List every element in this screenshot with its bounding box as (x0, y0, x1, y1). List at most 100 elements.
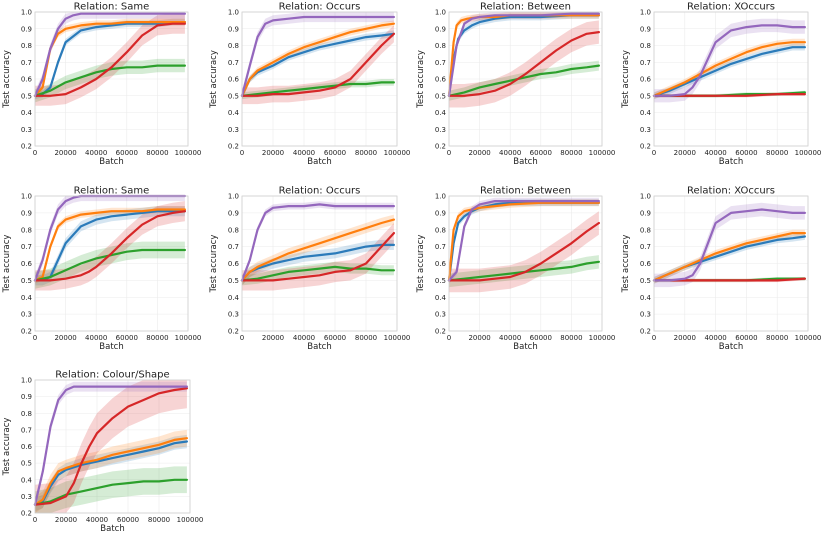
x-tick-label: 60000 (735, 149, 757, 157)
x-tick-label: 0 (652, 149, 656, 157)
y-tick-label: 0.5 (640, 277, 651, 285)
y-tick-label: 0.5 (228, 277, 239, 285)
x-axis-label: Batch (513, 157, 537, 167)
x-tick-label: 60000 (324, 334, 346, 342)
panel-title: Relation: Between (480, 186, 571, 197)
series-band-orange (654, 38, 805, 100)
series-line-orange (240, 22, 395, 97)
series-band-green (35, 466, 187, 513)
panel-2: 0.2 0.3 0.4 0.5 0.6 0.7 0.8 0.9 1.0 0 20000 40000 60… (209, 2, 410, 168)
plot-frame (448, 195, 603, 332)
series-line-red (33, 210, 186, 282)
y-tick-label: 1.0 (640, 193, 651, 201)
y-tick-label: 0.2 (21, 510, 32, 518)
y-tick-label: 0.8 (640, 42, 651, 50)
x-tick-label: 100000 (795, 149, 822, 157)
x-tick-label: 60000 (116, 149, 138, 157)
plot-frame (34, 195, 189, 332)
y-tick-label: 0.4 (228, 109, 240, 117)
series-line-red (652, 92, 807, 97)
y-tick-label: 0.3 (228, 311, 239, 319)
series-line-red (652, 277, 807, 282)
x-tick-label: 0 (240, 334, 244, 342)
x-tick-label: 80000 (766, 149, 788, 157)
x-tick-label: 80000 (560, 149, 582, 157)
y-tick-label: 0.9 (640, 209, 651, 217)
y-tick-label: 0.5 (21, 277, 32, 285)
y-tick-label: 0.6 (640, 76, 652, 84)
series-line-blue (240, 243, 395, 282)
series-line-green (33, 478, 188, 506)
x-tick-label: 100000 (177, 516, 204, 524)
y-tick-label: 0.5 (435, 277, 446, 285)
y-tick-label: 1.0 (228, 9, 239, 17)
series-line-red (240, 32, 395, 97)
y-tick-label: 0.3 (640, 311, 651, 319)
y-tick-label: 0.5 (228, 92, 239, 100)
y-tick-label: 0.3 (435, 126, 446, 134)
series-line-orange (240, 218, 395, 282)
y-tick-label: 0.7 (228, 59, 239, 67)
series-band-blue (654, 43, 805, 100)
series-line-orange (33, 437, 188, 506)
y-tick-label: 0.8 (21, 226, 32, 234)
plot-frame (653, 11, 809, 147)
x-tick-label: 40000 (85, 334, 107, 342)
y-tick-label: 1.0 (435, 193, 446, 201)
series-line-red (240, 232, 395, 282)
x-axis-label: Batch (99, 342, 123, 352)
y-tick-label: 0.8 (21, 410, 32, 418)
x-axis-label: Batch (513, 342, 537, 352)
series-band-purple (654, 202, 805, 288)
series-band-orange (242, 20, 394, 100)
y-tick-label: 0.7 (228, 243, 239, 251)
y-tick-label: 1.0 (21, 193, 32, 201)
series-line-green (447, 64, 601, 97)
y-tick-label: 0.6 (21, 260, 33, 268)
plot-frame (34, 379, 191, 514)
series-band-blue (35, 18, 185, 100)
series-line-purple (652, 24, 807, 97)
y-axis-label: Test accuracy (416, 235, 426, 294)
x-tick-label: 100000 (589, 334, 616, 342)
y-tick-label: 0.9 (435, 209, 446, 217)
y-tick-label: 0.4 (640, 109, 652, 117)
y-tick-label: 0.3 (21, 126, 32, 134)
y-tick-label: 1.0 (21, 377, 32, 385)
panel-title: Relation: XOccurs (687, 2, 775, 13)
x-tick-label: 80000 (146, 334, 168, 342)
y-tick-label: 0.9 (435, 25, 446, 33)
y-tick-label: 0.3 (21, 311, 32, 319)
y-tick-label: 0.5 (21, 92, 32, 100)
series-line-red (447, 221, 601, 282)
series-line-purple (447, 200, 601, 282)
panel-title: Relation: Colour/Shape (55, 370, 169, 381)
x-tick-label: 80000 (560, 334, 582, 342)
y-tick-label: 0.5 (640, 92, 651, 100)
series-line-red (447, 30, 601, 97)
y-axis-label: Test accuracy (2, 50, 12, 109)
plot-frame (448, 11, 603, 147)
panel-5: 0.2 0.3 0.4 0.5 0.6 0.7 0.8 0.9 1.0 0 20000 40000 60… (2, 186, 201, 353)
y-tick-label: 0.7 (21, 243, 32, 251)
x-tick-label: 80000 (146, 149, 168, 157)
y-tick-label: 0.2 (228, 328, 239, 336)
series-band-red (449, 211, 599, 293)
x-tick-label: 100000 (795, 334, 822, 342)
x-tick-label: 40000 (85, 149, 107, 157)
x-tick-label: 100000 (384, 149, 411, 157)
x-tick-label: 60000 (530, 334, 552, 342)
x-tick-label: 40000 (704, 149, 726, 157)
x-tick-label: 60000 (117, 516, 139, 524)
panel-8: 0.2 0.3 0.4 0.5 0.6 0.7 0.8 0.9 1.0 0 20000 40000 60… (621, 186, 821, 353)
series-line-red (33, 387, 188, 506)
series-band-blue (242, 239, 394, 286)
series-line-green (33, 248, 186, 282)
y-tick-label: 0.7 (435, 243, 446, 251)
plot-frame (241, 11, 398, 147)
plot-frame (653, 195, 809, 332)
panel-title: Relation: Same (74, 186, 150, 197)
panel-6: 0.2 0.3 0.4 0.5 0.6 0.7 0.8 0.9 1.0 0 20000 40000 60… (209, 186, 410, 353)
plot-frame (241, 195, 398, 332)
series-line-orange (652, 41, 807, 97)
